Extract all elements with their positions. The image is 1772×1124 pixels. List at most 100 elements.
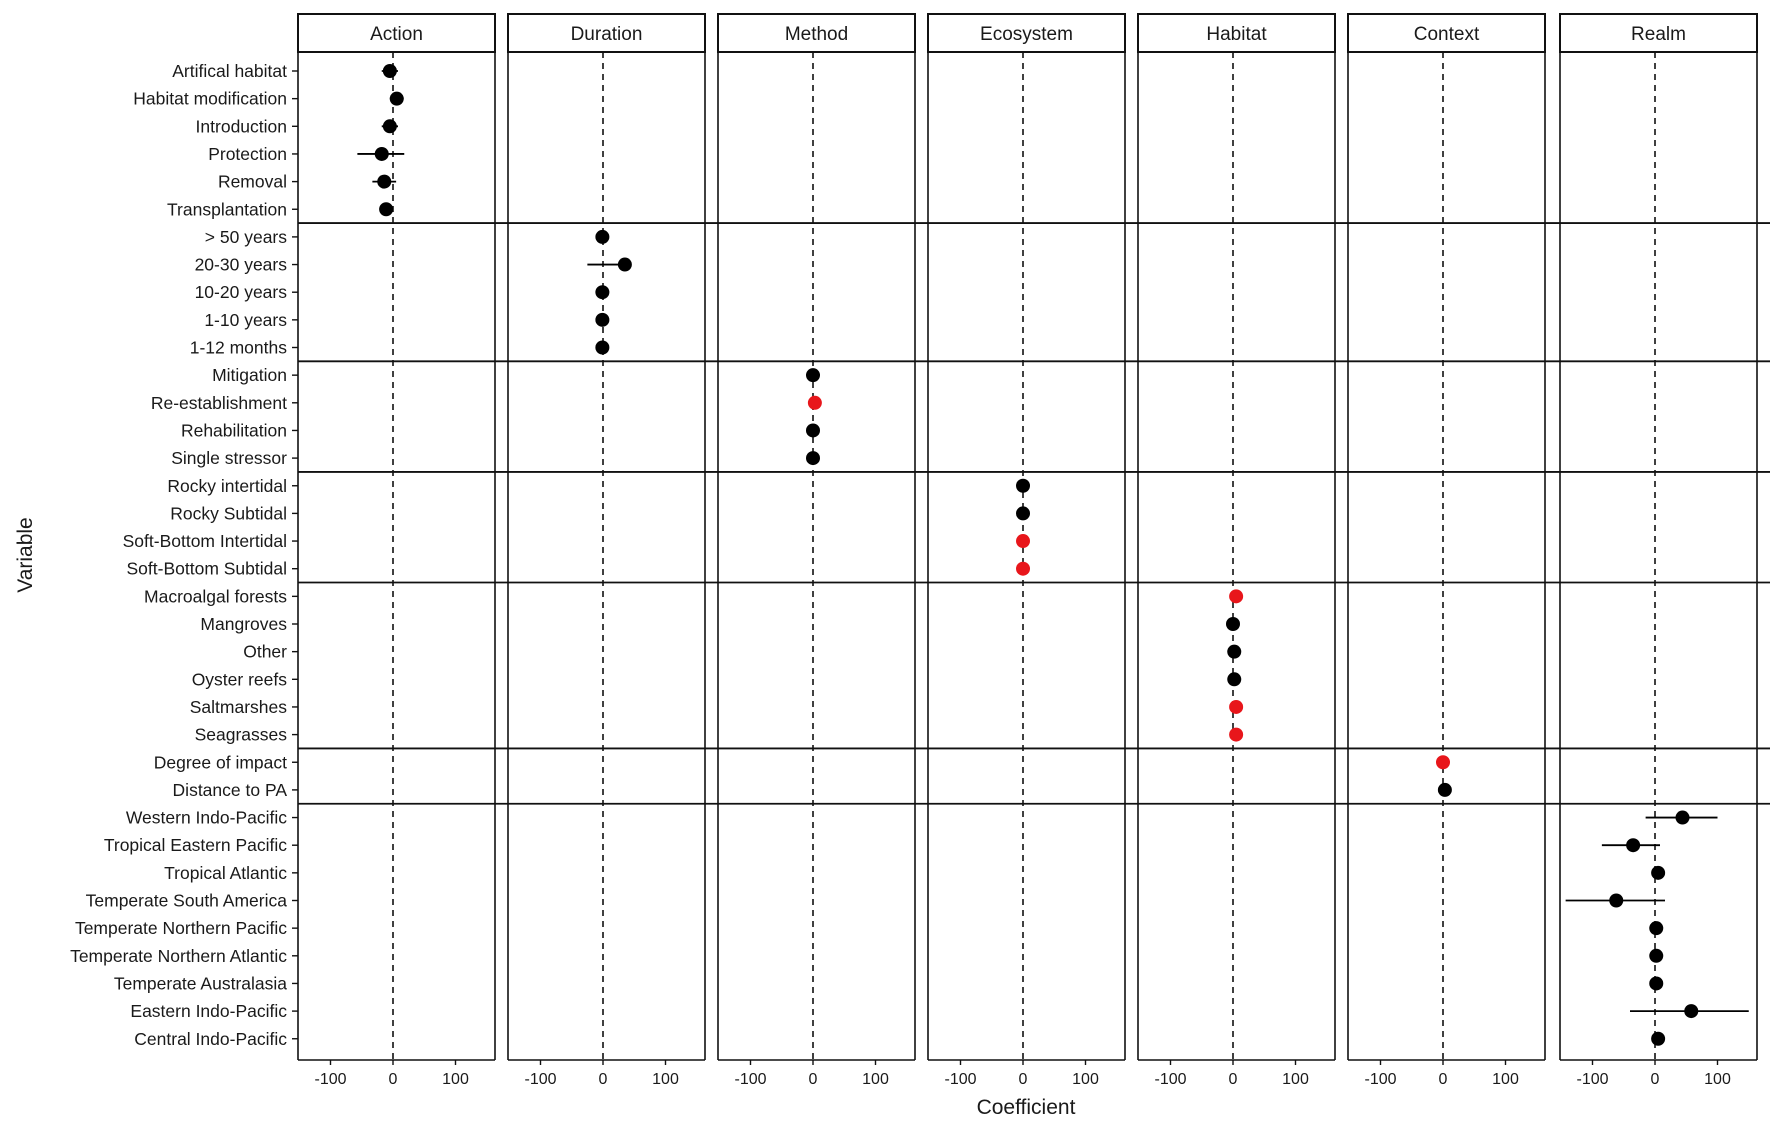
- y-tick-label: Tropical Atlantic: [164, 863, 287, 883]
- y-tick-label: Removal: [218, 172, 287, 192]
- y-tick-label: Single stressor: [171, 448, 287, 468]
- data-point: [1016, 561, 1030, 576]
- data-point: [382, 64, 397, 78]
- x-tick-label: 100: [1072, 1071, 1099, 1088]
- x-tick-label: -100: [314, 1071, 346, 1088]
- x-tick-label: 100: [442, 1071, 469, 1088]
- facet-strip: [717, 13, 916, 53]
- data-point: [1016, 478, 1030, 493]
- data-point: [595, 229, 610, 244]
- x-tick-label: 0: [1651, 1071, 1660, 1088]
- data-point: [806, 423, 820, 438]
- y-tick-label: Protection: [208, 144, 287, 164]
- facet-panel-realm: Realm -100 0 100: [1559, 13, 1758, 1088]
- x-tick-label: -100: [734, 1071, 766, 1088]
- facet-panel-duration: Duration -100 0 100: [507, 13, 706, 1088]
- y-tick-label: Degree of impact: [154, 752, 287, 772]
- data-point: [1229, 727, 1244, 742]
- y-tick-label: Temperate South America: [86, 891, 288, 911]
- facet-strip-label: Habitat: [1206, 24, 1267, 45]
- data-point: [1651, 865, 1666, 880]
- data-point: [1016, 506, 1030, 521]
- data-point: [1016, 534, 1030, 549]
- facet-strip: [297, 13, 496, 53]
- data-point: [1675, 810, 1690, 825]
- y-tick-label: Mitigation: [212, 365, 287, 385]
- x-tick-label: -100: [1576, 1071, 1608, 1088]
- data-point: [1649, 976, 1664, 991]
- x-tick-label: 0: [1439, 1071, 1448, 1088]
- y-tick-label: Central Indo-Pacific: [134, 1029, 287, 1049]
- data-point: [1226, 617, 1240, 631]
- x-tick-label: 0: [1229, 1071, 1238, 1088]
- data-point: [806, 368, 820, 383]
- facet-strip-label: Realm: [1631, 24, 1686, 45]
- x-tick-label: 100: [862, 1071, 889, 1088]
- y-tick-label: Introduction: [196, 116, 287, 136]
- data-point: [374, 146, 389, 161]
- y-axis-title: Variable: [14, 517, 37, 593]
- x-tick-label: -100: [1154, 1071, 1186, 1088]
- facet-strip: [1559, 13, 1758, 53]
- y-tick-label: Eastern Indo-Pacific: [130, 1001, 287, 1021]
- data-point: [807, 395, 822, 410]
- y-tick-label: Rehabilitation: [181, 420, 287, 440]
- y-tick-label: Mangroves: [200, 614, 287, 634]
- y-tick-label: > 50 years: [205, 227, 287, 247]
- data-point: [1229, 699, 1244, 714]
- y-tick-label: Rocky Subtidal: [170, 503, 287, 523]
- y-tick-label: Distance to PA: [173, 780, 288, 800]
- x-tick-label: 100: [1282, 1071, 1309, 1088]
- data-point: [379, 202, 394, 217]
- x-tick-label: -100: [524, 1071, 556, 1088]
- x-tick-label: 0: [599, 1071, 608, 1088]
- y-tick-label: Habitat modification: [133, 89, 287, 109]
- data-point: [1227, 672, 1242, 687]
- y-tick-label: Soft-Bottom Subtidal: [127, 559, 288, 579]
- y-tick-label: Other: [243, 642, 287, 662]
- y-tick-label: Rocky intertidal: [167, 476, 287, 496]
- y-tick-label: 10-20 years: [195, 282, 288, 302]
- x-tick-label: -100: [1364, 1071, 1396, 1088]
- data-point: [389, 91, 404, 106]
- facet-panel-context: Context -100 0 100: [1347, 13, 1546, 1088]
- facet-strip-label: Method: [785, 24, 848, 45]
- facet-strip-label: Action: [370, 24, 423, 45]
- facet-strip: [927, 13, 1126, 53]
- data-point: [1649, 921, 1664, 936]
- facet-panel-ecosystem: Ecosystem -100 0 100: [927, 13, 1126, 1088]
- y-tick-label: Western Indo-Pacific: [126, 808, 287, 828]
- data-point: [382, 119, 397, 134]
- x-tick-label: 100: [1492, 1071, 1519, 1088]
- x-tick-label: 0: [1019, 1071, 1028, 1088]
- data-point: [1651, 1031, 1666, 1046]
- y-tick-label: 1-10 years: [204, 310, 287, 330]
- facet-strip: [1347, 13, 1546, 53]
- x-tick-label: 0: [389, 1071, 398, 1088]
- data-point: [1437, 782, 1452, 797]
- y-tick-label: Oyster reefs: [192, 669, 288, 689]
- y-tick-label: Tropical Eastern Pacific: [104, 835, 287, 855]
- y-tick-label: Soft-Bottom Intertidal: [123, 531, 287, 551]
- data-point: [1229, 589, 1244, 604]
- y-tick-label: Temperate Australasia: [114, 973, 287, 993]
- facet-strip: [507, 13, 706, 53]
- y-tick-label: Macroalgal forests: [144, 586, 287, 606]
- data-point: [617, 257, 632, 272]
- data-point: [377, 174, 392, 189]
- data-point: [1684, 1004, 1699, 1019]
- y-tick-label: 20-30 years: [195, 255, 288, 275]
- data-point: [595, 340, 610, 355]
- facet-panel-habitat: Habitat -100 0 100: [1137, 13, 1336, 1088]
- data-point: [1609, 893, 1624, 908]
- facet-strip-label: Ecosystem: [980, 24, 1073, 45]
- y-tick-label: Temperate Northern Pacific: [75, 918, 287, 938]
- y-tick-label: Transplantation: [167, 199, 287, 219]
- data-point: [1227, 644, 1242, 659]
- facet-strip: [1137, 13, 1336, 53]
- x-tick-label: 0: [809, 1071, 818, 1088]
- data-point: [595, 312, 610, 327]
- y-tick-label: Temperate Northern Atlantic: [70, 946, 287, 966]
- y-tick-label: 1-12 months: [190, 338, 288, 358]
